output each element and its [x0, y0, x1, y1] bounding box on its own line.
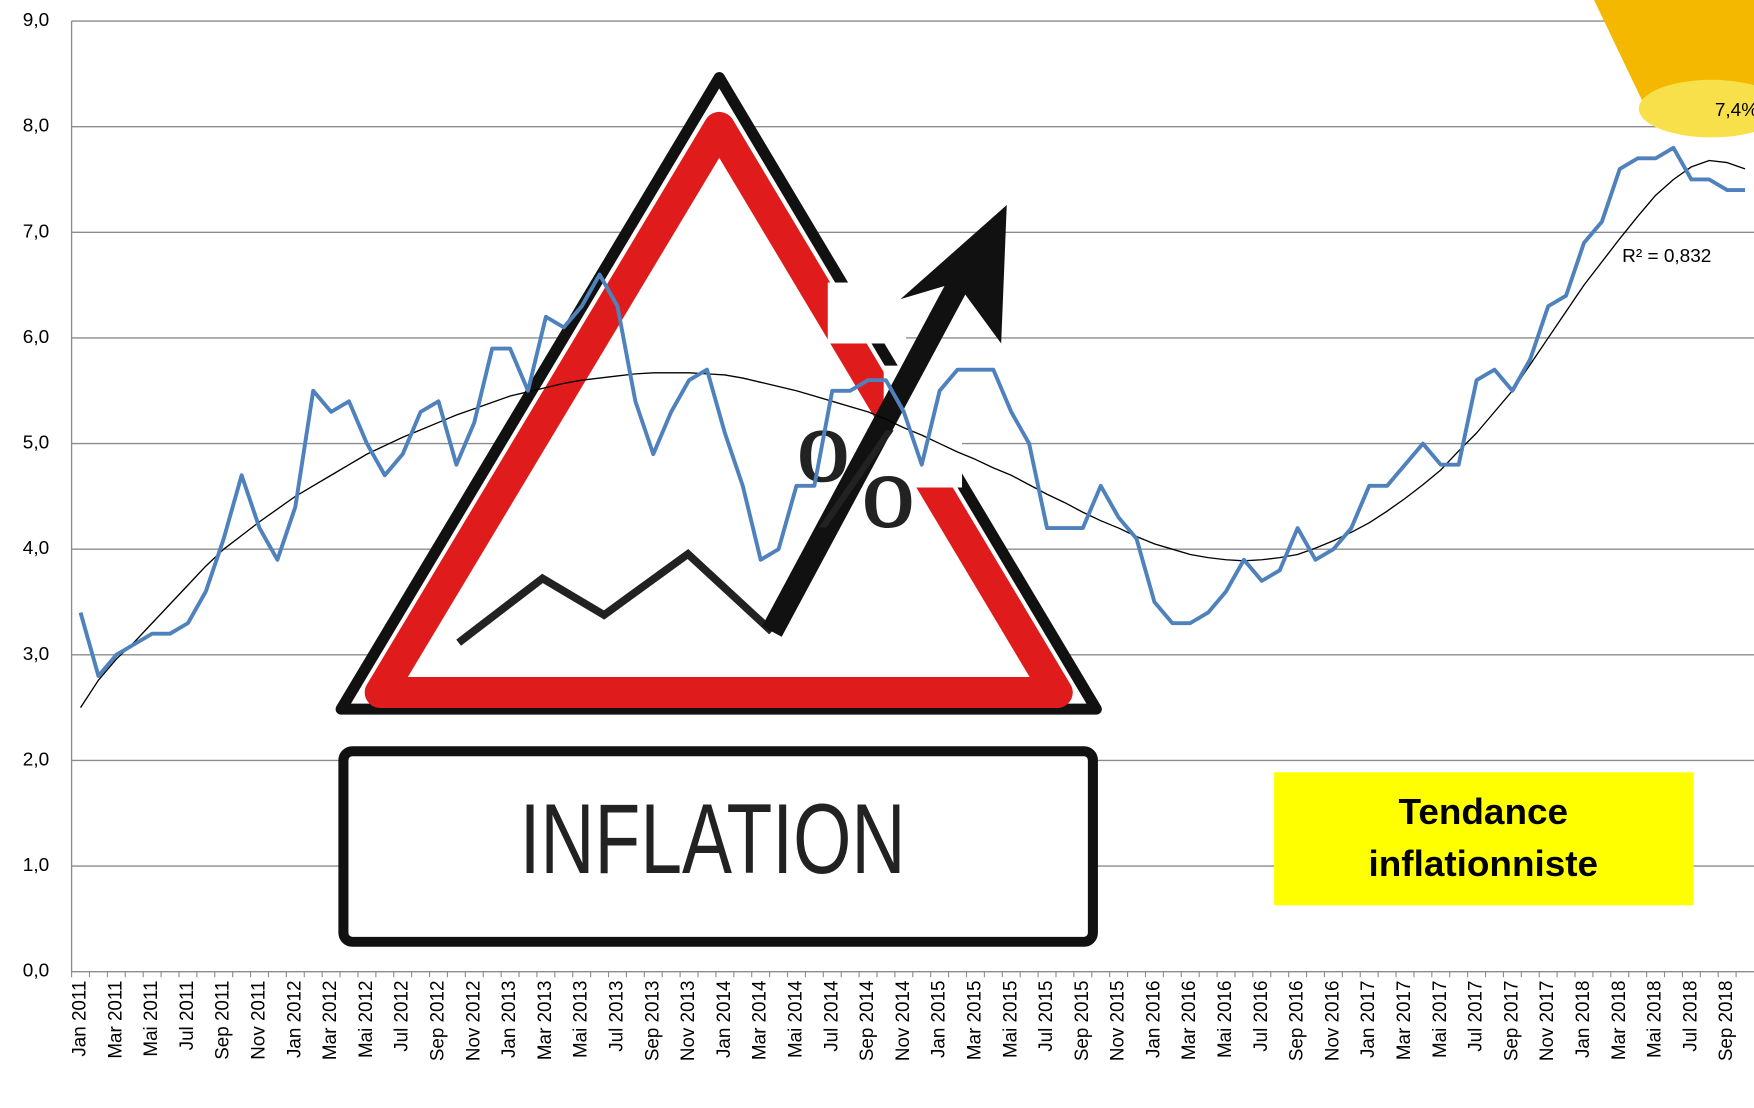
x-tick-label: Jul 2016 — [1251, 981, 1272, 1052]
x-tick-label: Mai 2011 — [141, 981, 162, 1057]
x-tick-label: Nov 2017 — [1537, 981, 1558, 1062]
x-tick-label: Sep 2015 — [1072, 981, 1093, 1062]
callout-line: inflationniste — [1369, 843, 1599, 884]
x-tick-label: Nov 2015 — [1108, 981, 1129, 1062]
sign-symbol: % — [795, 399, 916, 558]
x-tick-label: Mar 2012 — [320, 981, 341, 1060]
x-tick-label: Mai 2018 — [1645, 981, 1666, 1058]
x-tick-label: Jul 2017 — [1466, 981, 1487, 1052]
callout-line: Tendance — [1399, 791, 1568, 832]
x-tick-label: Jan 2018 — [1573, 981, 1594, 1058]
x-tick-label: Sep 2013 — [642, 981, 663, 1062]
x-tick-label: Mar 2011 — [105, 981, 126, 1059]
y-tick-label: 7,0 — [23, 221, 49, 242]
x-tick-label: Jan 2013 — [499, 981, 520, 1058]
x-tick-label: Jan 2014 — [714, 981, 735, 1058]
x-tick-label: Mai 2012 — [356, 981, 377, 1058]
chart: 7,4% % INFLATION R² = 0,832 Tendance inf… — [0, 0, 1754, 1108]
x-tick-label: Jan 2012 — [284, 981, 305, 1058]
x-tick-label: Mai 2014 — [785, 981, 806, 1058]
x-tick-label: Nov 2014 — [893, 981, 914, 1062]
x-tick-label: Mai 2017 — [1430, 981, 1451, 1058]
x-tick-label: Mar 2014 — [750, 981, 771, 1060]
y-tick-label: 1,0 — [23, 855, 49, 876]
y-tick-label: 5,0 — [23, 433, 49, 454]
x-tick-label: Jan 2011 — [69, 981, 90, 1057]
x-tick-label: Mar 2017 — [1394, 981, 1415, 1060]
x-tick-label: Mar 2015 — [964, 981, 985, 1060]
y-tick-label: 4,0 — [23, 538, 49, 559]
x-tick-label: Nov 2011 — [248, 981, 269, 1060]
x-tick-label: Mar 2016 — [1179, 981, 1200, 1060]
x-tick-label: Sep 2016 — [1287, 981, 1308, 1062]
x-tick-label: Jul 2014 — [821, 981, 842, 1052]
x-tick-label: Jan 2016 — [1143, 981, 1164, 1058]
x-tick-label: Nov 2013 — [678, 981, 699, 1062]
x-tick-label: Jul 2018 — [1680, 981, 1701, 1052]
x-tick-label: Sep 2014 — [857, 981, 878, 1062]
x-tick-label: Jul 2012 — [392, 981, 413, 1052]
r-squared: R² = 0,832 — [1622, 246, 1711, 267]
x-tick-label: Mai 2013 — [571, 981, 592, 1058]
x-tick-label: Jul 2013 — [606, 981, 627, 1052]
x-tick-label: Mar 2018 — [1609, 981, 1630, 1060]
x-tick-label: Jan 2015 — [929, 981, 950, 1058]
x-tick-label: Nov 2012 — [463, 981, 484, 1062]
y-tick-label: 6,0 — [23, 327, 49, 348]
x-tick-label: Sep 2018 — [1716, 981, 1737, 1062]
y-tick-label: 0,0 — [23, 961, 49, 982]
x-tick-label: Jul 2011 — [177, 981, 198, 1051]
y-tick-label: 8,0 — [23, 116, 49, 137]
x-tick-label: Mai 2015 — [1000, 981, 1021, 1058]
y-tick-label: 9,0 — [23, 10, 49, 31]
page: 7,4% % INFLATION R² = 0,832 Tendance inf… — [0, 0, 1754, 1108]
bubble-label: 7,4% — [1715, 100, 1754, 121]
sign: % INFLATION — [341, 78, 1096, 942]
x-tick-label: Sep 2011 — [213, 981, 234, 1060]
x-tick-label: Jul 2015 — [1036, 981, 1057, 1052]
sign-text: INFLATION — [520, 783, 906, 894]
x-tick-label: Jan 2017 — [1358, 981, 1379, 1058]
y-tick-label: 3,0 — [23, 644, 49, 665]
y-tick-label: 2,0 — [23, 750, 49, 771]
x-tick-label: Nov 2016 — [1322, 981, 1343, 1062]
x-tick-label: Sep 2017 — [1501, 981, 1522, 1062]
x-tick-label: Mai 2016 — [1215, 981, 1236, 1058]
x-tick-label: Sep 2012 — [427, 981, 448, 1062]
x-tick-label: Mar 2013 — [535, 981, 556, 1060]
